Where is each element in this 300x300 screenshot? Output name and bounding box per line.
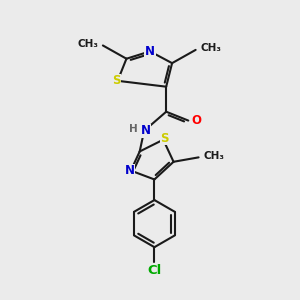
Text: CH₃: CH₃: [203, 151, 224, 161]
Text: N: N: [145, 45, 155, 58]
Text: N: N: [124, 164, 134, 177]
Text: N: N: [141, 124, 151, 137]
Text: Cl: Cl: [147, 264, 161, 277]
Text: H: H: [128, 124, 137, 134]
Text: CH₃: CH₃: [77, 39, 98, 49]
Text: O: O: [191, 114, 202, 127]
Text: S: S: [112, 74, 120, 87]
Text: CH₃: CH₃: [200, 44, 221, 53]
Text: S: S: [160, 132, 169, 145]
